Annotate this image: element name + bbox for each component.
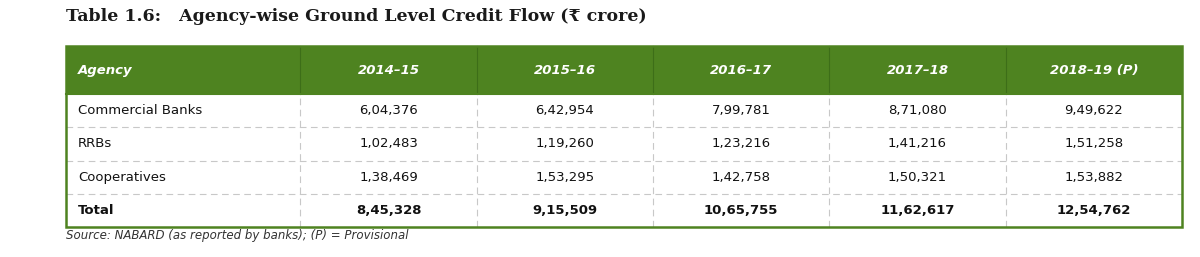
Text: 2014–15: 2014–15 xyxy=(358,63,420,77)
Text: Total: Total xyxy=(78,204,114,217)
Text: 1,42,758: 1,42,758 xyxy=(712,171,770,184)
Text: 8,71,080: 8,71,080 xyxy=(888,104,947,117)
Text: RRBs: RRBs xyxy=(78,137,113,150)
Text: 1,23,216: 1,23,216 xyxy=(712,137,770,150)
Text: 1,02,483: 1,02,483 xyxy=(359,137,418,150)
Text: 6,42,954: 6,42,954 xyxy=(535,104,594,117)
Text: 2018–19 (P): 2018–19 (P) xyxy=(1050,63,1138,77)
Text: Agency: Agency xyxy=(78,63,133,77)
Text: 2015–16: 2015–16 xyxy=(534,63,596,77)
Text: 6,04,376: 6,04,376 xyxy=(359,104,418,117)
Text: 1,51,258: 1,51,258 xyxy=(1064,137,1123,150)
Text: Commercial Banks: Commercial Banks xyxy=(78,104,203,117)
Text: 8,45,328: 8,45,328 xyxy=(355,204,421,217)
Bar xyxy=(66,46,1182,227)
Text: 1,38,469: 1,38,469 xyxy=(359,171,418,184)
Text: 1,53,882: 1,53,882 xyxy=(1064,171,1123,184)
Text: 1,19,260: 1,19,260 xyxy=(535,137,594,150)
Text: 9,49,622: 9,49,622 xyxy=(1064,104,1123,117)
Text: 7,99,781: 7,99,781 xyxy=(712,104,770,117)
Text: 2017–18: 2017–18 xyxy=(887,63,948,77)
Text: 10,65,755: 10,65,755 xyxy=(704,204,779,217)
Bar xyxy=(66,46,1182,94)
Text: Source: NABARD (as reported by banks); (P) = Provisional: Source: NABARD (as reported by banks); (… xyxy=(66,228,408,242)
Text: 12,54,762: 12,54,762 xyxy=(1057,204,1132,217)
Text: 11,62,617: 11,62,617 xyxy=(881,204,955,217)
Text: 2016–17: 2016–17 xyxy=(710,63,773,77)
Text: 1,50,321: 1,50,321 xyxy=(888,171,947,184)
Text: 1,53,295: 1,53,295 xyxy=(535,171,594,184)
Text: Table 1.6:   Agency-wise Ground Level Credit Flow (₹ crore): Table 1.6: Agency-wise Ground Level Cred… xyxy=(66,8,647,25)
Text: 1,41,216: 1,41,216 xyxy=(888,137,947,150)
Text: 9,15,509: 9,15,509 xyxy=(533,204,598,217)
Text: Cooperatives: Cooperatives xyxy=(78,171,166,184)
